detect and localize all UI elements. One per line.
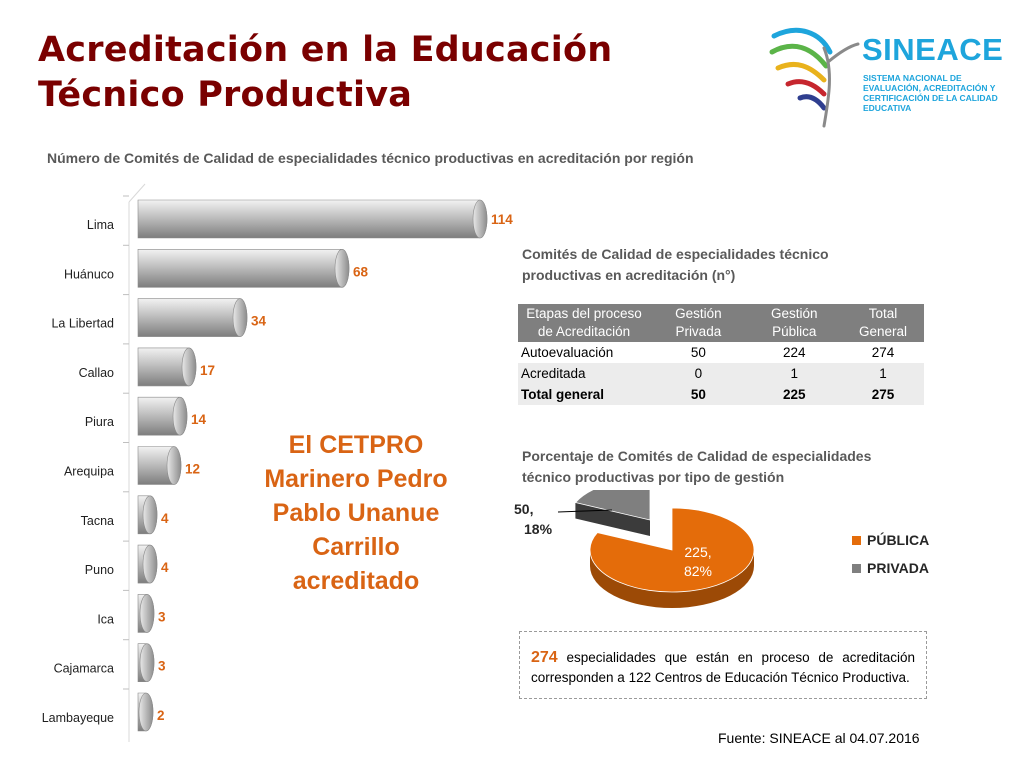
bar-axis-depth-line: [128, 183, 146, 203]
col-header-privada: Gestión Privada: [650, 304, 747, 342]
table-cell: 225: [746, 384, 842, 405]
bar-category-label: Cajamarca: [54, 662, 114, 676]
bar-category-label: Ica: [97, 612, 114, 626]
table-cell: 50: [690, 345, 706, 360]
bar-value-label: 3: [158, 659, 166, 674]
sineace-emblem-icon: [769, 27, 860, 128]
bar-cap: [166, 446, 182, 485]
accreditation-table: Etapas del proceso de Acreditación Gesti…: [518, 304, 924, 405]
pie-label-publica: 225, 82%: [684, 544, 712, 579]
logo-subtitle: SISTEMA NACIONAL DE EVALUACIÓN, ACREDITA…: [863, 73, 998, 113]
note-box: 274 especialidades que están en proceso …: [519, 631, 927, 699]
table-cell: 1: [746, 363, 842, 384]
pie-slice-privada: [574, 490, 651, 521]
bar-value-label: 2: [157, 708, 165, 723]
bar-value-label: 12: [185, 462, 200, 477]
col-header-etapas: Etapas del proceso de Acreditación: [518, 304, 650, 342]
bar-cap: [232, 298, 248, 337]
accreditation-callout: El CETPRO Marinero Pedro Pablo Unanue Ca…: [264, 431, 448, 595]
bar-value-label: 14: [191, 412, 207, 427]
pie-label-leader-line: [557, 509, 613, 513]
bar-category-label: Lima: [87, 218, 114, 232]
bar-cap: [139, 594, 155, 633]
page-title: Acreditación en la Educación Técnico Pro…: [38, 30, 613, 115]
legend-label-publica: PÚBLICA: [867, 532, 930, 548]
bar-value-label: 68: [353, 264, 369, 279]
bar-chart-title: Número de Comités de Calidad de especial…: [47, 150, 694, 166]
bar-cap: [142, 544, 158, 584]
note-text: especialidades que están en proceso de a…: [531, 650, 915, 685]
bar-value-label: 114: [491, 212, 513, 227]
table-cell: Total general: [518, 384, 650, 405]
legend-label-privada: PRIVADA: [867, 560, 929, 576]
legend-swatch-privada: [852, 563, 861, 573]
bar-category-label: Huánuco: [64, 267, 114, 281]
bar-cap: [472, 199, 488, 239]
bar-value-label: 4: [161, 511, 169, 526]
bar-value-label: 4: [161, 560, 169, 575]
bar-category-label: Tacna: [81, 514, 114, 528]
bar-value-label: 34: [251, 314, 267, 329]
bar-value-label: 3: [158, 609, 166, 624]
bar-category-label: Puno: [85, 563, 114, 577]
bar-category-label: La Libertad: [51, 317, 114, 331]
table-header-row: Etapas del proceso de Acreditación Gesti…: [518, 304, 924, 342]
legend-item-publica: PÚBLICA: [852, 526, 929, 554]
table-cell: 275: [841, 384, 924, 405]
bar-lima: [137, 199, 488, 239]
pie-legend: PÚBLICA PRIVADA: [852, 526, 929, 582]
pie-chart: 225, 82% 50, 18%: [514, 490, 755, 608]
table-cell: 1: [841, 363, 924, 384]
bar-cap: [142, 495, 158, 535]
pie-chart-title: Porcentaje de Comités de Calidad de espe…: [522, 448, 872, 485]
bar-category-label: Callao: [79, 366, 114, 380]
bar-cap: [172, 396, 188, 436]
bar-cap: [138, 692, 154, 732]
bar-category-label: Arequipa: [64, 465, 114, 479]
bar-value-label: 17: [200, 363, 215, 378]
table-cell: 50: [650, 384, 747, 405]
source-note: Fuente: SINEACE al 04.07.2016: [718, 730, 920, 746]
table-title: Comités de Calidad de especialidades téc…: [522, 246, 829, 283]
table-row: Autoevaluación 50 224 274: [518, 342, 924, 363]
table-cell: 274: [871, 345, 895, 360]
bar-la-libertad: [137, 298, 248, 337]
pie-label-privada: 50, 18%: [514, 501, 553, 537]
table-total-row: Total general 50 225 275: [518, 384, 924, 405]
bar-category-label: Piura: [85, 415, 114, 429]
table-cell: 0: [650, 363, 747, 384]
legend-item-privada: PRIVADA: [852, 554, 929, 582]
table-row: Acreditada 0 1 1: [518, 363, 924, 384]
bar-cap: [181, 347, 197, 387]
col-header-publica: Gestión Pública: [746, 304, 842, 342]
legend-swatch-publica: [852, 535, 861, 545]
note-number: 274: [531, 649, 558, 666]
pie-slice-publica: [589, 507, 755, 593]
bar-huánuco: [137, 249, 350, 288]
table-cell: 224: [783, 345, 806, 360]
bar-cap: [334, 249, 350, 288]
pie-slice-publica-side: [590, 550, 754, 608]
table-cell: Acreditada: [518, 363, 650, 384]
col-header-total: Total General: [841, 304, 924, 342]
bar-category-label: Lambayeque: [42, 711, 114, 725]
logo-name: SINEACE: [862, 32, 1004, 67]
sineace-logo: SINEACE SISTEMA NACIONAL DE EVALUACIÓN, …: [768, 22, 1008, 132]
table-cell: Autoevaluación: [521, 345, 614, 360]
bar-cap: [139, 643, 155, 683]
